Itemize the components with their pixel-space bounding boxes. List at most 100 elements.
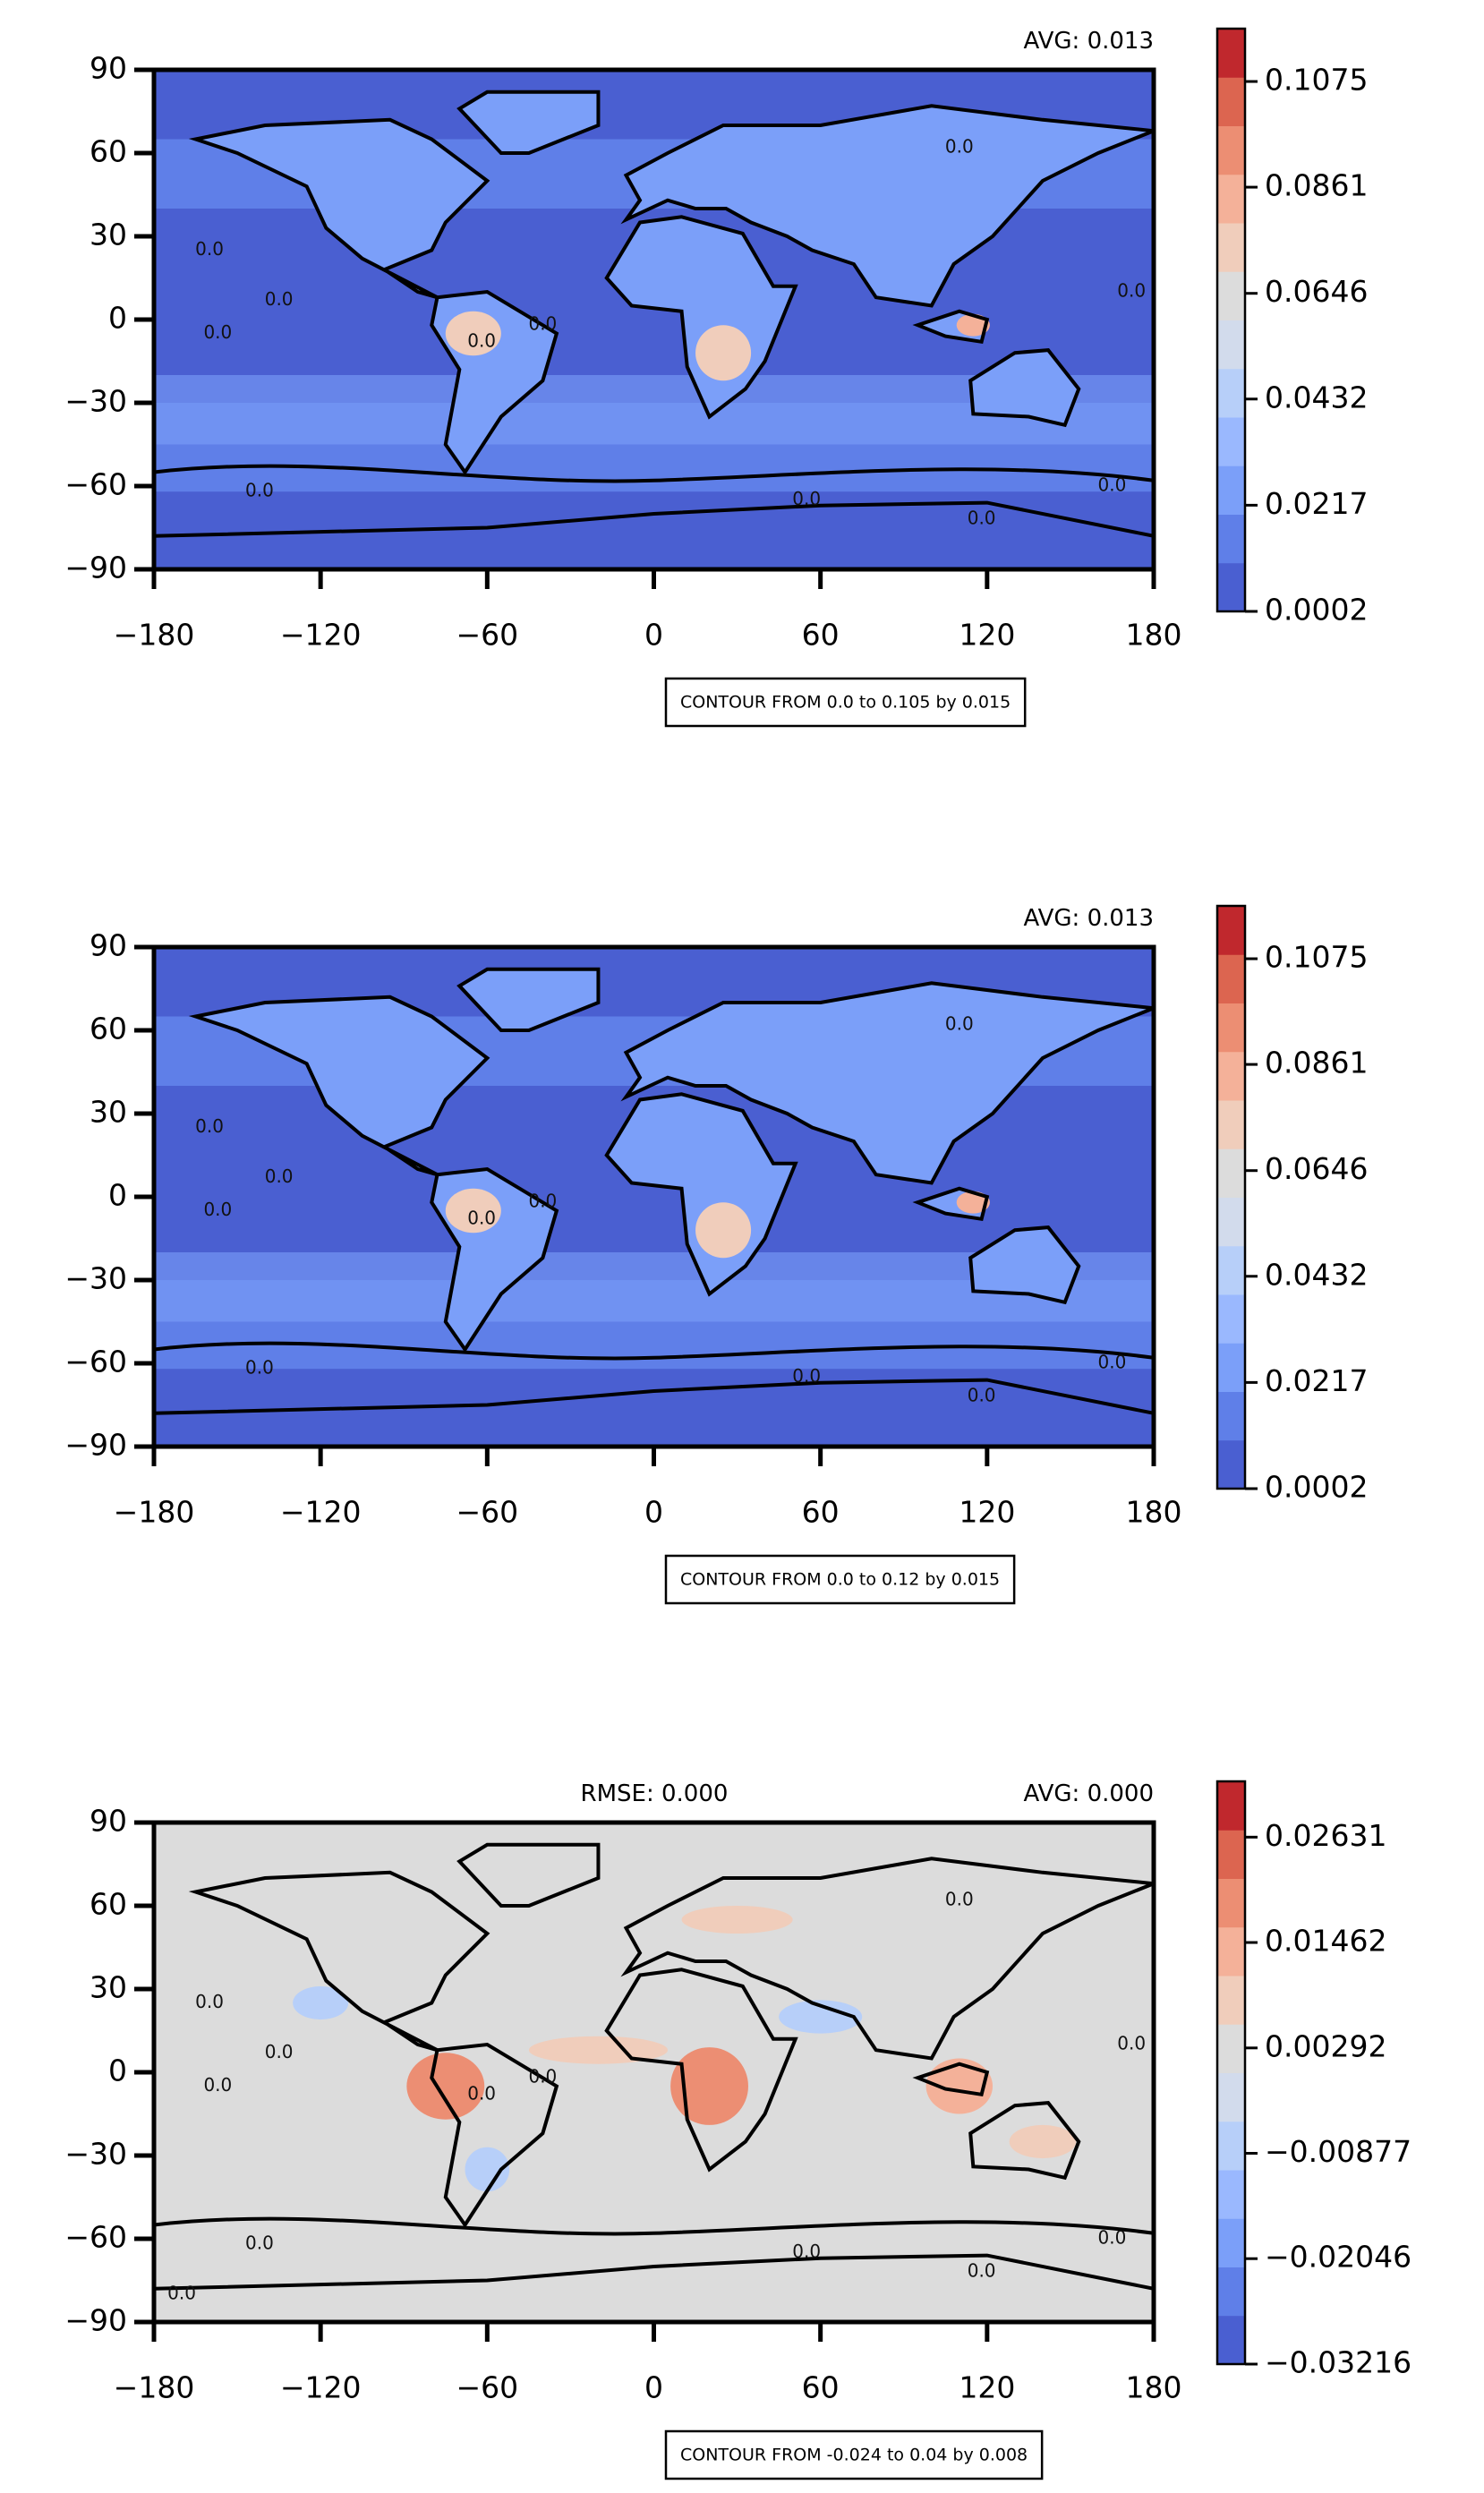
y-tick-label: −60 bbox=[64, 467, 127, 502]
y-tick-label: −90 bbox=[64, 1428, 127, 1463]
land-field bbox=[154, 1379, 1154, 1447]
contour-line bbox=[154, 464, 1154, 483]
colorbar-band bbox=[1217, 1100, 1245, 1149]
colorbar-frame bbox=[1215, 904, 1247, 1490]
field-blob bbox=[779, 2000, 863, 2034]
x-tick-label: −60 bbox=[456, 618, 519, 653]
colorbar-band bbox=[1217, 1197, 1245, 1247]
land-field bbox=[970, 1227, 1079, 1302]
contour-label: 0.0 bbox=[467, 2082, 496, 2104]
colorbar-band bbox=[1217, 2121, 1245, 2171]
contour-note: CONTOUR FROM 0.0 to 0.12 by 0.015 bbox=[680, 1570, 1000, 1590]
contour-label: 0.0 bbox=[1117, 2033, 1146, 2054]
coastline bbox=[604, 1968, 798, 2173]
field-blob bbox=[695, 325, 752, 381]
colorbar-band bbox=[1217, 2024, 1245, 2073]
contour-label: 0.0 bbox=[195, 1991, 224, 2012]
coastline bbox=[968, 348, 1081, 428]
x-tick-label: 0 bbox=[644, 1495, 663, 1530]
colorbar-band bbox=[1217, 906, 1245, 955]
x-tick-label: 0 bbox=[644, 2370, 663, 2405]
x-tick-label: −180 bbox=[114, 1495, 195, 1530]
field-blob bbox=[293, 1985, 349, 2020]
colorbar-band bbox=[1217, 2267, 1245, 2317]
coastline bbox=[968, 1225, 1081, 1305]
contour-note: CONTOUR FROM -0.024 to 0.04 by 0.008 bbox=[680, 2446, 1028, 2465]
contour-label: 0.0 bbox=[203, 2074, 232, 2096]
coastline bbox=[430, 289, 559, 476]
contour-label: 0.0 bbox=[945, 1888, 974, 1909]
contour-label: 0.0 bbox=[265, 288, 294, 310]
coastline bbox=[912, 1186, 990, 1222]
colorbar-tick-label: 0.0217 bbox=[1265, 1363, 1368, 1398]
contour-label: 0.0 bbox=[195, 238, 224, 260]
x-tick-label: −120 bbox=[280, 1495, 362, 1530]
coastline bbox=[456, 1842, 601, 1908]
colorbar-tick-label: −0.00877 bbox=[1265, 2134, 1412, 2169]
coastline bbox=[620, 981, 1154, 1185]
colorbar-band bbox=[1217, 465, 1245, 515]
colorbar-band bbox=[1217, 2072, 1245, 2122]
land-field bbox=[970, 350, 1079, 425]
x-tick-label: −60 bbox=[456, 2370, 519, 2405]
colorbar-band bbox=[1217, 1343, 1245, 1392]
colorbar-band bbox=[1217, 2170, 1245, 2219]
colorbar-tick-label: 0.0861 bbox=[1265, 168, 1368, 203]
y-tick-label: −30 bbox=[64, 1261, 127, 1296]
colorbar-band bbox=[1217, 368, 1245, 418]
contour-note-box bbox=[664, 1554, 1016, 1605]
field-blob bbox=[681, 1906, 793, 1934]
colorbar-tick-label: 0.0646 bbox=[1265, 274, 1368, 309]
coastline bbox=[430, 2042, 559, 2229]
y-tick-label: 30 bbox=[90, 1095, 127, 1130]
field-blob bbox=[670, 2047, 748, 2125]
y-tick-label: −30 bbox=[64, 2137, 127, 2172]
colorbar-band bbox=[1217, 1051, 1245, 1101]
coastline bbox=[604, 1092, 798, 1297]
colorbar-band bbox=[1217, 417, 1245, 466]
colorbar-band bbox=[1217, 77, 1245, 126]
x-tick-label: 60 bbox=[802, 618, 840, 653]
colorbar-band bbox=[1217, 29, 1245, 78]
coastline bbox=[154, 2253, 1154, 2322]
land-field bbox=[626, 106, 1154, 306]
coastline bbox=[620, 104, 1154, 308]
contour-label: 0.0 bbox=[1098, 474, 1127, 496]
land-field bbox=[195, 119, 488, 298]
contour-label: 0.0 bbox=[203, 321, 232, 343]
colorbar-frame bbox=[1215, 27, 1247, 613]
colorbar-band bbox=[1217, 1391, 1245, 1441]
contour-label: 0.0 bbox=[245, 2233, 274, 2254]
contour-label: 0.0 bbox=[968, 2260, 996, 2282]
x-tick-label: −120 bbox=[280, 2370, 362, 2405]
y-tick-label: 90 bbox=[90, 51, 127, 86]
coastline bbox=[430, 1166, 559, 1353]
contour-label: 0.0 bbox=[945, 135, 974, 157]
contour-label: 0.0 bbox=[203, 1199, 232, 1220]
colorbar-frame bbox=[1215, 1780, 1247, 2366]
contour-note-box bbox=[664, 2429, 1044, 2480]
contour-label: 0.0 bbox=[528, 2066, 557, 2087]
contour-label: 0.0 bbox=[945, 1012, 974, 1034]
coastline bbox=[456, 90, 601, 155]
colorbar-band bbox=[1217, 2315, 1245, 2365]
contour-label: 0.0 bbox=[528, 313, 557, 335]
colorbar-band bbox=[1217, 1294, 1245, 1344]
x-tick-label: 180 bbox=[1126, 618, 1182, 653]
rmse-label: RMSE: 0.000 bbox=[581, 1780, 729, 1807]
contour-label: 0.0 bbox=[1098, 1352, 1127, 1373]
contour-line bbox=[154, 2216, 1154, 2236]
colorbar-tick-label: 0.0861 bbox=[1265, 1046, 1368, 1080]
y-tick-label: −60 bbox=[64, 1345, 127, 1379]
panel: 0.0 0.0 0.0 0.0 0.0 0.0 0.0 0.0 0.0 0.0 −180 −120 −6… bbox=[64, 904, 1368, 1605]
colorbar-band bbox=[1217, 1439, 1245, 1490]
y-tick-label: 90 bbox=[90, 928, 127, 963]
colorbar-band bbox=[1217, 562, 1245, 612]
x-tick-label: −180 bbox=[114, 618, 195, 653]
contour-label: 0.0 bbox=[1117, 280, 1146, 302]
contour-label: 0.0 bbox=[467, 1207, 496, 1228]
colorbar-tick-label: 0.1075 bbox=[1265, 63, 1368, 98]
field-blob bbox=[925, 2058, 994, 2114]
x-tick-label: 180 bbox=[1126, 1495, 1182, 1530]
